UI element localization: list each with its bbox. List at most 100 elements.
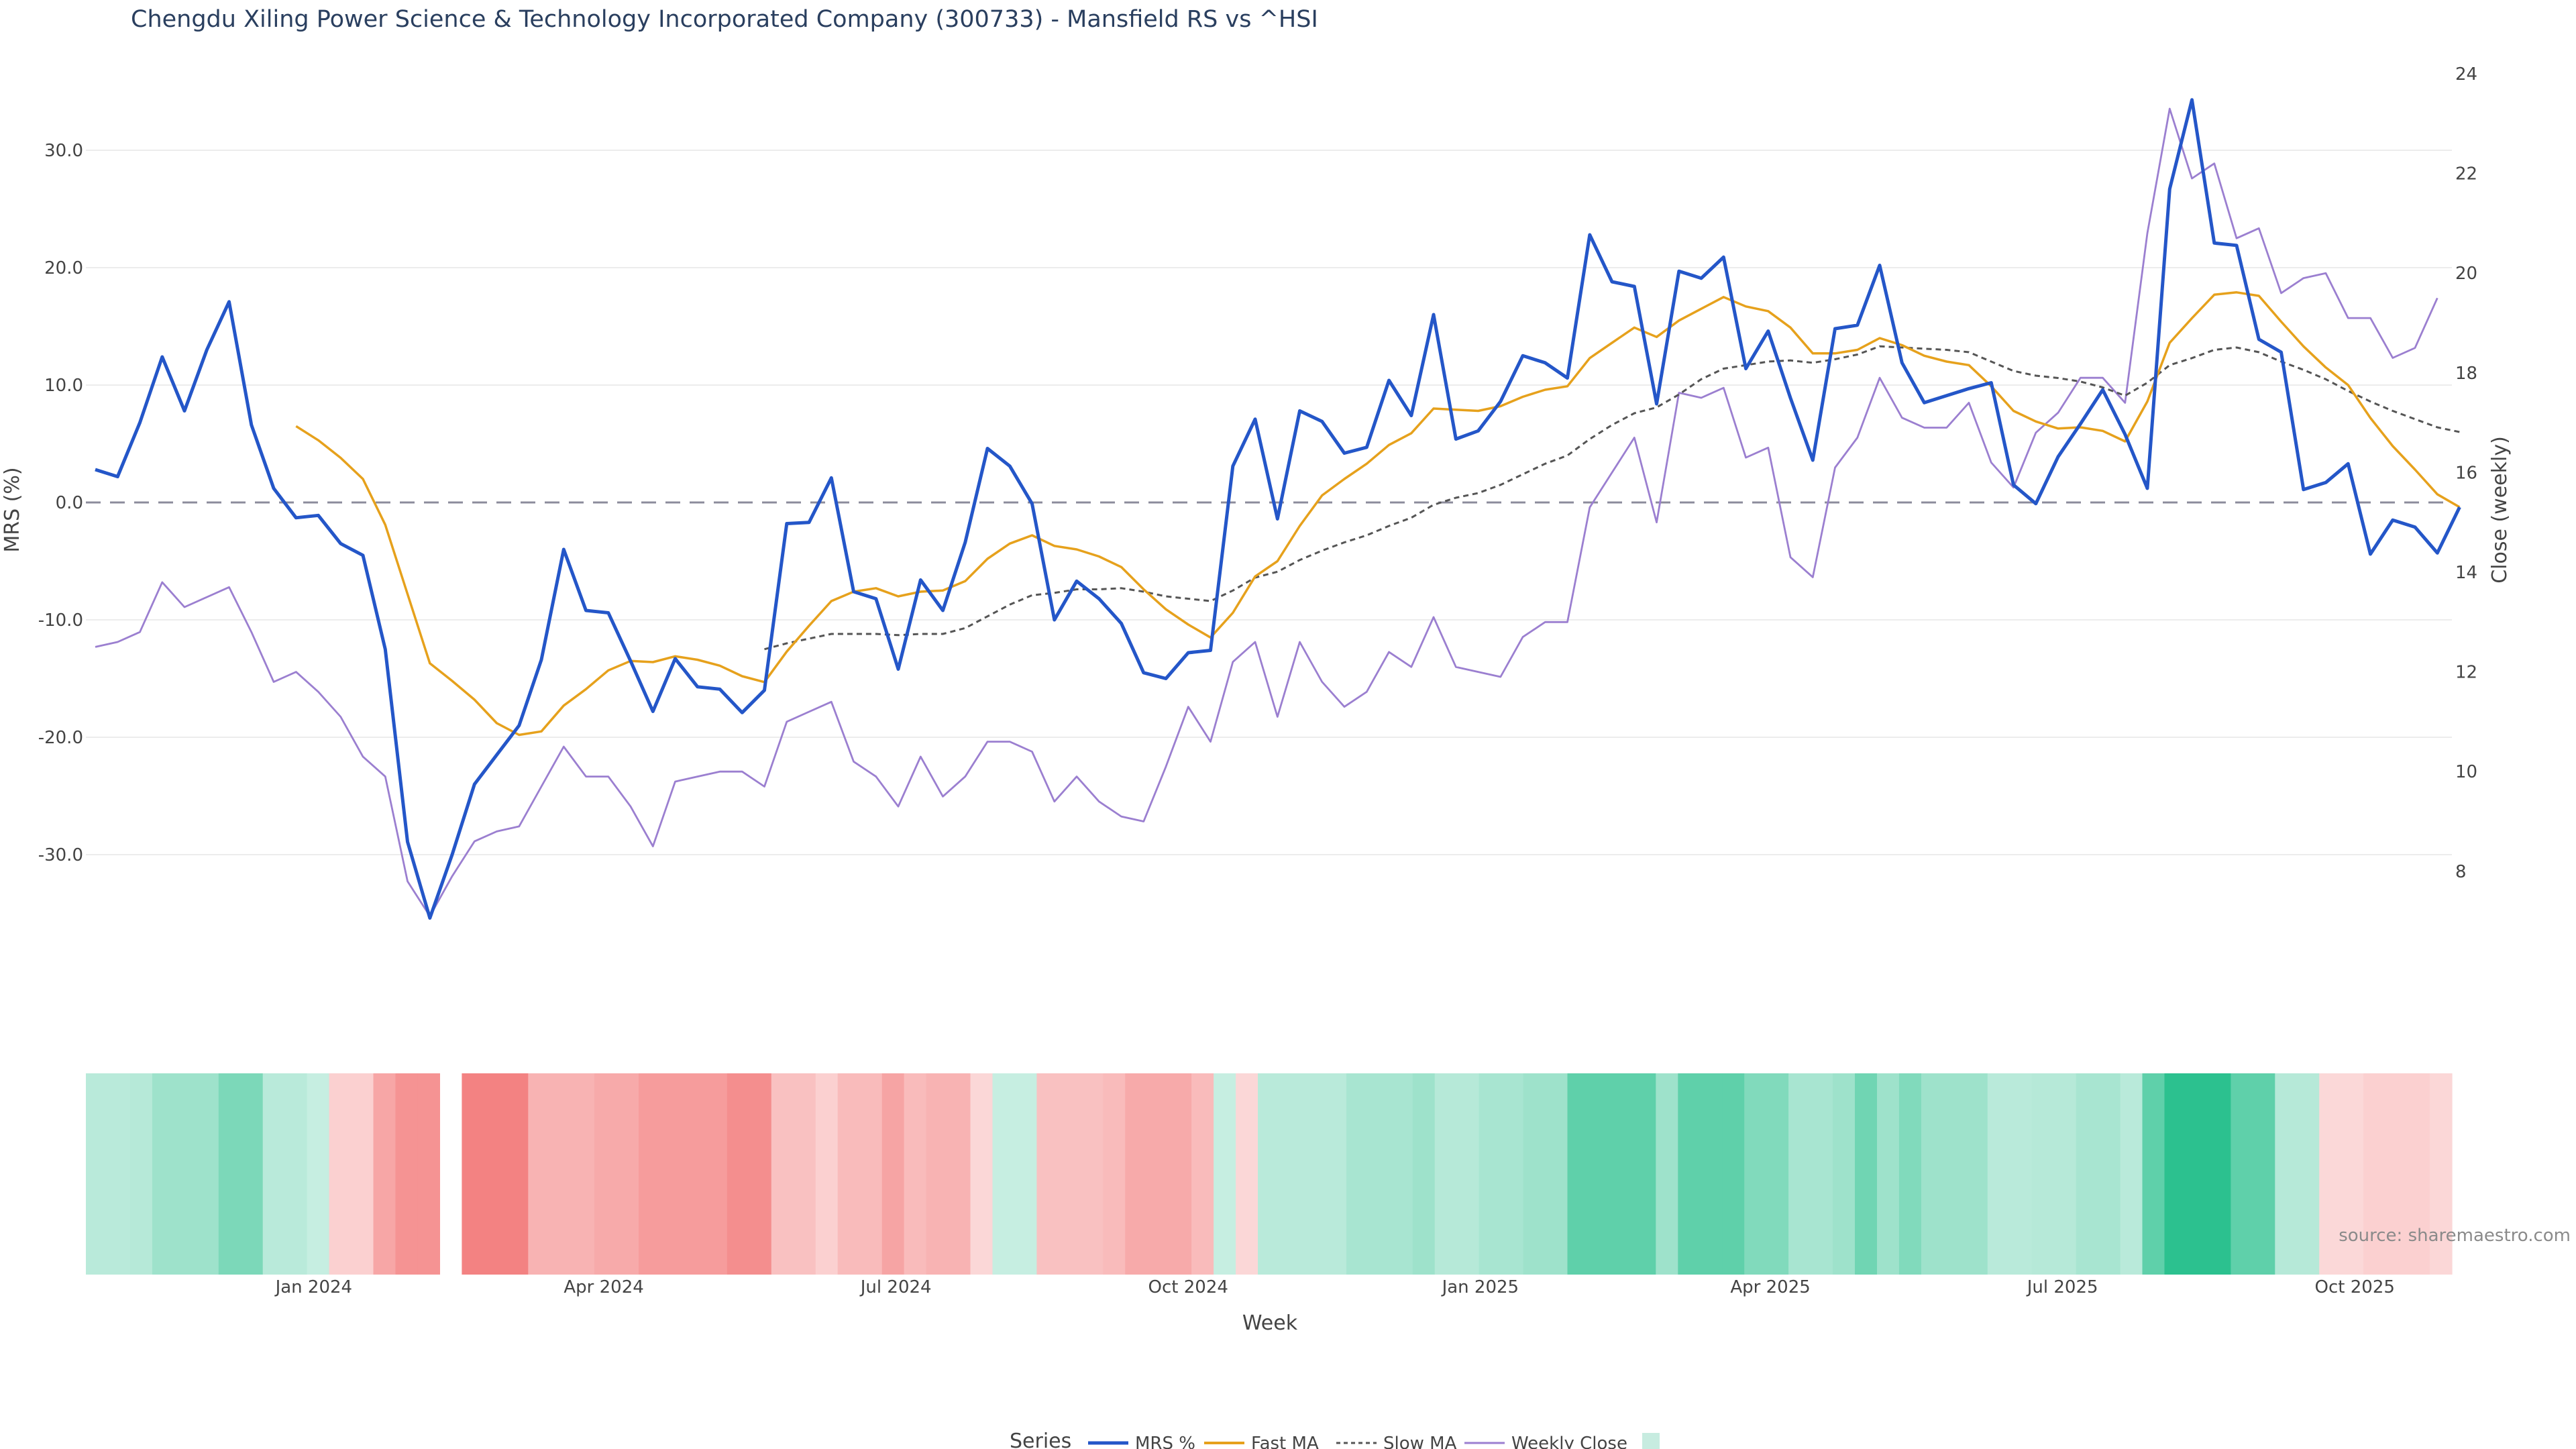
heatmap-cell <box>2031 1073 2055 1275</box>
heatmap-cell <box>1412 1073 1436 1275</box>
heatmap-cell <box>639 1073 661 1275</box>
right-axis-title: Close (weekly) <box>2488 436 2512 584</box>
heatmap-cell <box>1811 1073 1833 1275</box>
heatmap-cell <box>1898 1073 1922 1275</box>
heatmap-cell <box>262 1073 286 1275</box>
main-plot-area: 30.0 20.0 10.0 0.0 -10.0 -20.0 -30.0 24 22 20 18 1… <box>38 64 2477 920</box>
left-tick-label: 30.0 <box>44 141 83 161</box>
heatmap-cell <box>174 1073 197 1275</box>
heatmap-cell <box>1678 1073 1701 1275</box>
heatmap-cell <box>815 1073 839 1275</box>
heatmap-cell <box>108 1073 131 1275</box>
heatmap-cell <box>1656 1073 1678 1275</box>
heatmap-cell <box>1324 1073 1347 1275</box>
legend-item-mrs[interactable]: MRS % <box>1088 1434 1195 1449</box>
heatmap-cell <box>2186 1073 2209 1275</box>
heatmap-cell <box>1965 1073 1988 1275</box>
heatmap-cell <box>1059 1073 1081 1275</box>
heatmap-cell <box>1833 1073 1856 1275</box>
x-tick-label: Jan 2024 <box>274 1277 353 1297</box>
heatmap-cell <box>2319 1073 2342 1275</box>
heatmap-cell <box>749 1073 772 1275</box>
right-tick-label: 24 <box>2455 64 2477 85</box>
heatmap-cell <box>661 1073 684 1275</box>
heatmap-cell <box>2385 1073 2408 1275</box>
heatmap-cell <box>307 1073 330 1275</box>
heatmap-cell <box>1301 1073 1325 1275</box>
legend: Series MRS % Fast MA Slow MA Weekly Clos… <box>1010 1430 1660 1449</box>
x-tick-label: Apr 2024 <box>564 1277 643 1297</box>
heatmap-cell <box>417 1073 440 1275</box>
heatmap-cell <box>1877 1073 1900 1275</box>
right-tick-label: 18 <box>2455 364 2477 384</box>
legend-title: Series <box>1010 1430 1071 1449</box>
heatmap-cell <box>528 1073 551 1275</box>
x-tick-label: Jul 2025 <box>2026 1277 2098 1297</box>
heatmap-cell <box>1943 1073 1966 1275</box>
heatmap-cell <box>2009 1073 2033 1275</box>
legend-label-fast-ma: Fast MA <box>1251 1434 1319 1449</box>
legend-label-weekly-close: Weekly Close <box>1511 1434 1627 1449</box>
heatmap-cell <box>2142 1073 2165 1275</box>
heatmap-cell <box>727 1073 750 1275</box>
heatmap-cell <box>2430 1073 2453 1275</box>
heatmap-cell <box>1169 1073 1192 1275</box>
heatmap-cell <box>2208 1073 2231 1275</box>
right-tick-label: 8 <box>2455 862 2467 882</box>
heatmap-cell <box>793 1073 816 1275</box>
heatmap-cell <box>683 1073 706 1275</box>
heatmap-cell <box>484 1073 506 1275</box>
heatmap-cell <box>1700 1073 1723 1275</box>
heatmap-cell <box>705 1073 728 1275</box>
heatmap-cell <box>1479 1073 1502 1275</box>
legend-label-slow-ma: Slow MA <box>1383 1434 1457 1449</box>
heatmap-cell <box>240 1073 264 1275</box>
heatmap-cell <box>2408 1073 2430 1275</box>
left-tick-label: 20.0 <box>44 258 83 278</box>
legend-item-slow-ma[interactable]: Slow MA <box>1336 1434 1457 1449</box>
chart-title: Chengdu Xiling Power Science & Technolog… <box>131 6 1318 33</box>
heatmap-cell <box>1921 1073 1944 1275</box>
heatmap-cell <box>2275 1073 2298 1275</box>
right-tick-label: 16 <box>2455 463 2477 483</box>
heatmap-cell <box>771 1073 794 1275</box>
heatmap-cell <box>218 1073 241 1275</box>
right-axis-ticks: 24 22 20 18 16 14 12 10 8 <box>2455 64 2477 882</box>
heatmap-cell <box>2341 1073 2364 1275</box>
heatmap-cell <box>1523 1073 1546 1275</box>
heatmap-cell <box>1987 1073 2010 1275</box>
rs-heatmap-strip <box>86 1073 2453 1275</box>
series-line-mrs- <box>95 98 2461 920</box>
right-tick-label: 22 <box>2455 164 2477 184</box>
heatmap-cell <box>1036 1073 1059 1275</box>
heatmap-cell <box>1633 1073 1656 1275</box>
heatmap-cell <box>970 1073 994 1275</box>
heatmap-cell <box>1368 1073 1391 1275</box>
right-tick-label: 10 <box>2455 762 2477 782</box>
legend-item-weekly-close[interactable]: Weekly Close <box>1464 1434 1627 1449</box>
left-tick-label: 10.0 <box>44 376 83 396</box>
heatmap-cell <box>1214 1073 1236 1275</box>
right-tick-label: 14 <box>2455 563 2477 583</box>
series-line-weekly-close <box>95 107 2438 918</box>
left-axis-title: MRS (%) <box>1 467 24 552</box>
heatmap-cell <box>1855 1073 1878 1275</box>
heatmap-cell <box>1456 1073 1480 1275</box>
heatmap-cell <box>395 1073 419 1275</box>
heatmap-cell <box>1611 1073 1634 1275</box>
heatmap-cell <box>1081 1073 1104 1275</box>
legend-swatch-heatmap[interactable] <box>1642 1433 1660 1449</box>
heatmap-cell <box>152 1073 175 1275</box>
heatmap-cell <box>1346 1073 1369 1275</box>
heatmap-cell <box>284 1073 308 1275</box>
legend-item-fast-ma[interactable]: Fast MA <box>1204 1434 1319 1449</box>
heatmap-cell <box>1147 1073 1170 1275</box>
x-tick-label: Jan 2025 <box>1441 1277 1519 1297</box>
heatmap-cell <box>1014 1073 1037 1275</box>
heatmap-cell <box>1434 1073 1458 1275</box>
heatmap-cell <box>926 1073 949 1275</box>
heatmap-cell <box>550 1073 573 1275</box>
heatmap-cell <box>1589 1073 1613 1275</box>
series-line-fast-ma <box>295 291 2461 737</box>
heatmap-cell <box>2253 1073 2275 1275</box>
